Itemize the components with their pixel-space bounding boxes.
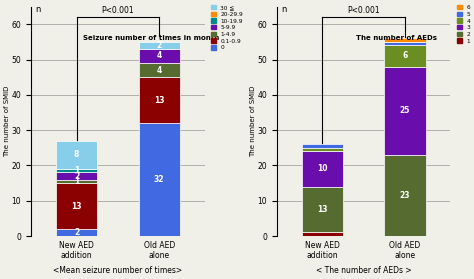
Text: 2: 2 — [74, 228, 79, 237]
Bar — [56, 141, 97, 169]
Bar — [56, 183, 97, 229]
Text: 10: 10 — [317, 164, 328, 174]
Text: The number of AEDs: The number of AEDs — [356, 35, 437, 41]
X-axis label: <Mean seizure number of times>: <Mean seizure number of times> — [53, 266, 182, 275]
Bar — [138, 77, 180, 123]
Bar — [301, 148, 343, 151]
Text: Seizure number of times in month: Seizure number of times in month — [83, 35, 219, 41]
Bar — [384, 45, 426, 67]
Bar — [56, 229, 97, 236]
Text: 4: 4 — [156, 52, 162, 61]
Text: 1: 1 — [74, 166, 79, 175]
Bar — [138, 63, 180, 77]
Bar — [138, 49, 180, 63]
Bar — [384, 67, 426, 155]
Text: 13: 13 — [71, 201, 82, 211]
Text: P<0.001: P<0.001 — [347, 6, 380, 15]
Text: 32: 32 — [154, 175, 164, 184]
Bar — [384, 155, 426, 236]
Text: 8: 8 — [74, 150, 79, 159]
Y-axis label: The number of SMID: The number of SMID — [250, 86, 256, 157]
Bar — [301, 187, 343, 232]
Bar — [56, 172, 97, 179]
Text: 2: 2 — [74, 172, 79, 181]
Y-axis label: The number of SMID: The number of SMID — [4, 86, 10, 157]
Bar — [56, 179, 97, 183]
Legend: 6, 5, 4, 3, 2, 1: 6, 5, 4, 3, 2, 1 — [457, 5, 470, 44]
Bar — [384, 38, 426, 42]
Text: n: n — [281, 5, 286, 14]
Bar — [138, 42, 180, 49]
Text: 1: 1 — [74, 177, 79, 186]
Text: 6: 6 — [402, 52, 408, 61]
Bar — [384, 42, 426, 45]
Bar — [301, 151, 343, 187]
Bar — [301, 232, 343, 236]
Bar — [138, 123, 180, 236]
Text: P<0.001: P<0.001 — [101, 6, 134, 15]
X-axis label: < The number of AEDs >: < The number of AEDs > — [316, 266, 411, 275]
Text: 25: 25 — [400, 106, 410, 115]
Text: 23: 23 — [400, 191, 410, 200]
Text: 13: 13 — [317, 205, 328, 214]
Text: 13: 13 — [154, 96, 164, 105]
Bar — [56, 169, 97, 172]
Text: 4: 4 — [156, 66, 162, 74]
Text: n: n — [35, 5, 41, 14]
Bar — [301, 144, 343, 148]
Text: 2: 2 — [156, 41, 162, 50]
Legend: 30 ≦, 20-29.9, 10-19.9, 5-9.9, 1-4.9, 0.1-0.9, 0: 30 ≦, 20-29.9, 10-19.9, 5-9.9, 1-4.9, 0.… — [211, 5, 243, 50]
